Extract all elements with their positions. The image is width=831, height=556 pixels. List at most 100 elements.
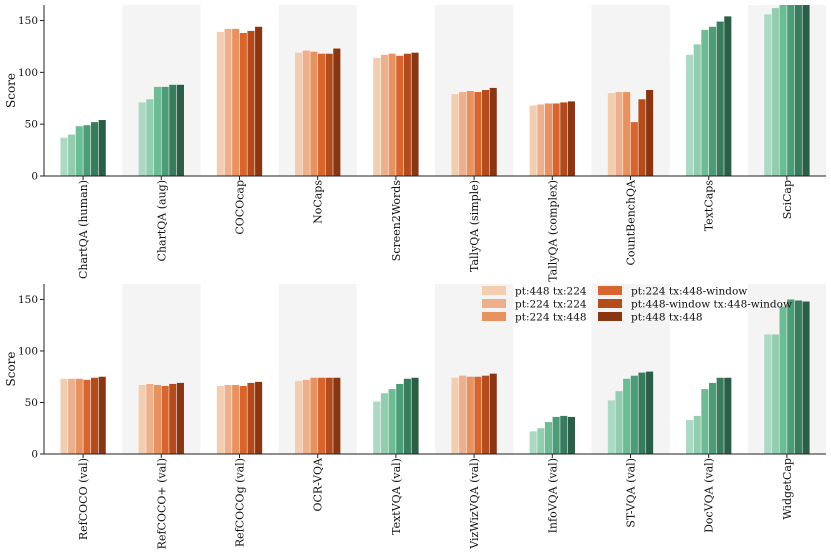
bar (247, 30, 255, 176)
bar (310, 377, 318, 454)
bar (779, 5, 787, 176)
x-category-label: SciCap (781, 180, 794, 219)
bar (724, 377, 732, 454)
bar (451, 377, 459, 454)
bar (764, 14, 772, 176)
bar (638, 99, 646, 176)
bar (466, 376, 474, 454)
bar (302, 50, 310, 176)
legend-swatch (598, 299, 622, 308)
y-tick-label: 50 (25, 397, 38, 409)
bar (373, 401, 381, 454)
bar (380, 393, 388, 454)
bar (146, 99, 154, 176)
bar (153, 384, 162, 454)
x-category-label: TextVQA (val) (390, 458, 403, 535)
bar (161, 386, 169, 454)
category-shade-band (278, 5, 357, 176)
x-category-label: VizWizVQA (val) (468, 458, 481, 550)
y-axis-title: Score (4, 351, 18, 386)
bar (607, 93, 615, 176)
bar (403, 378, 411, 454)
bar (560, 102, 568, 176)
bar (373, 57, 381, 176)
bar (646, 371, 654, 454)
bar (255, 26, 263, 177)
bar (716, 377, 724, 454)
bar (529, 431, 537, 454)
legend-label: pt:448-window tx:448-window (631, 299, 792, 311)
y-tick-label: 100 (18, 67, 38, 79)
bar (232, 28, 240, 177)
bar (380, 54, 388, 176)
bar (146, 383, 154, 454)
bar (544, 103, 553, 176)
bar (411, 52, 419, 176)
bar (724, 16, 732, 177)
bar (552, 416, 560, 454)
bar (708, 382, 717, 454)
bar (325, 53, 333, 176)
bar (161, 86, 169, 176)
bar (239, 32, 247, 177)
bar (482, 375, 490, 454)
category-shade-band (747, 284, 826, 454)
bar (779, 306, 787, 454)
y-tick-label: 150 (18, 15, 38, 27)
x-category-label: RefCOCOg (val) (234, 458, 247, 547)
bar (91, 122, 99, 176)
bar (388, 389, 396, 454)
x-category-label: InfoVQA (val) (546, 458, 559, 533)
bar (701, 29, 709, 177)
bar (255, 381, 263, 454)
bar (794, 300, 802, 454)
bar (615, 92, 623, 176)
bar (224, 384, 232, 454)
x-category-label: RefCOCO (val) (77, 458, 90, 540)
bar (388, 53, 396, 176)
bar (138, 102, 146, 176)
y-tick-label: 0 (31, 171, 38, 183)
bar (216, 386, 224, 454)
category-shade-band (122, 5, 201, 176)
bar (91, 377, 99, 454)
x-category-label: OCR-VQA (312, 457, 325, 512)
bar (216, 31, 224, 177)
x-category-label: TallyQA (complex) (546, 180, 559, 282)
bar (83, 125, 91, 176)
y-tick-label: 50 (25, 119, 38, 131)
bar (75, 378, 83, 454)
bar (176, 84, 184, 176)
bar (567, 416, 575, 454)
bar (802, 5, 810, 176)
bar (247, 382, 255, 454)
bar (466, 91, 474, 176)
bar (537, 428, 545, 454)
bar (396, 383, 404, 454)
bar (302, 379, 310, 454)
legend-swatch (482, 299, 506, 308)
bar (693, 44, 701, 176)
bar (403, 53, 411, 176)
bar (482, 89, 490, 176)
bar (459, 375, 467, 454)
bar (232, 384, 240, 454)
bar (68, 378, 76, 454)
bar (295, 380, 303, 454)
bar (646, 89, 654, 176)
bar (787, 299, 795, 454)
legend-label: pt:224 tx:448-window (631, 286, 747, 298)
category-shade-band (591, 5, 670, 176)
bar (544, 422, 553, 454)
bar (701, 389, 709, 454)
legend-swatch (598, 286, 622, 295)
bar (623, 92, 631, 176)
y-axis-title: Score (4, 73, 18, 108)
bar (224, 28, 232, 177)
bar (333, 377, 341, 454)
x-category-label: WidgetCap (781, 458, 794, 520)
bar (686, 54, 694, 176)
bar (764, 334, 772, 454)
category-shade-band (278, 284, 357, 454)
category-shade-band (122, 284, 201, 454)
